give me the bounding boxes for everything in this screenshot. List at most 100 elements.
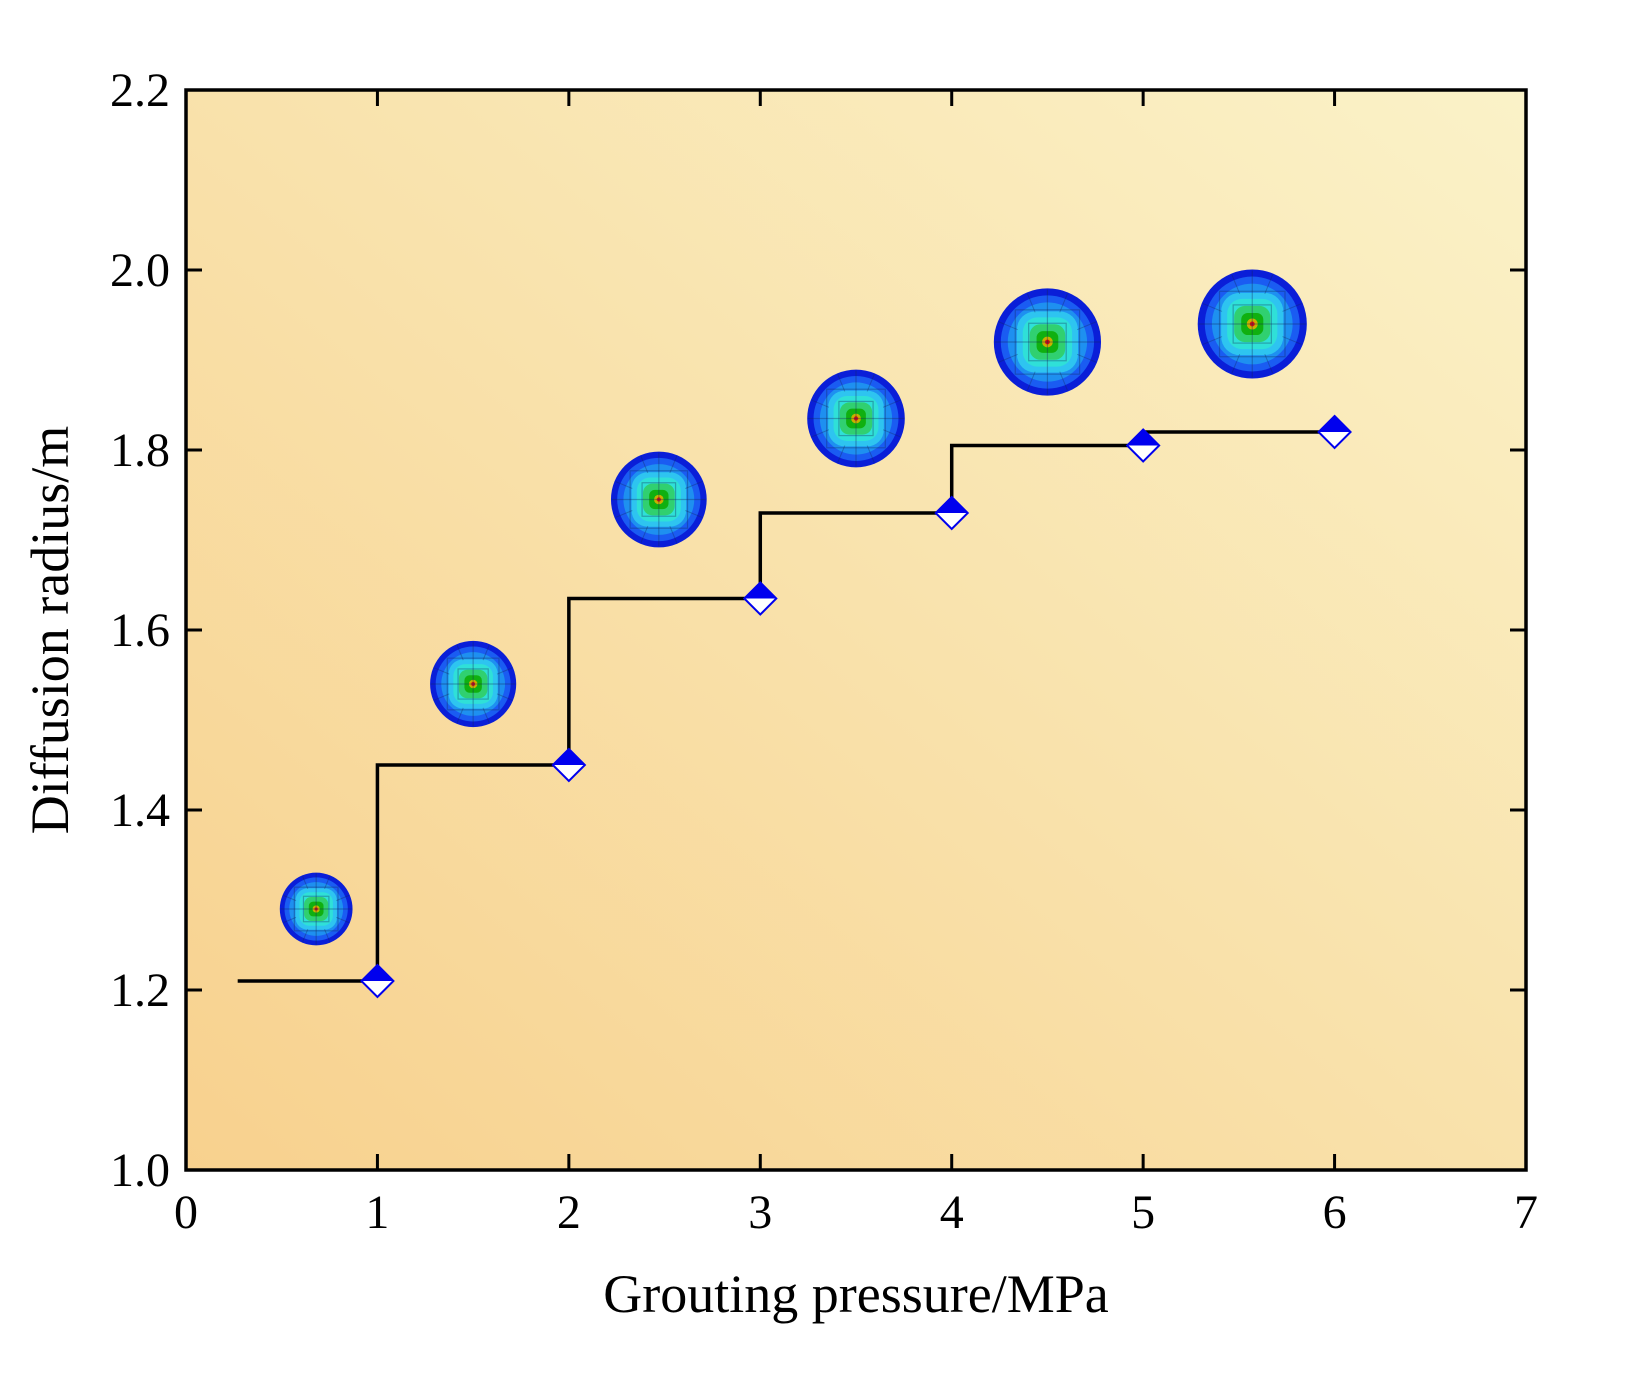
mesh-line bbox=[998, 321, 1018, 331]
data-markers bbox=[360, 414, 1352, 999]
x-tick-label: 6 bbox=[1323, 1186, 1347, 1239]
mesh-line bbox=[615, 510, 633, 518]
mesh-line bbox=[837, 374, 846, 392]
mesh-line bbox=[866, 374, 875, 392]
x-tick-label: 3 bbox=[748, 1186, 772, 1239]
contour-inset bbox=[1197, 269, 1307, 379]
mesh-line bbox=[882, 429, 901, 438]
plot-area bbox=[186, 90, 1526, 1170]
x-tick-label: 1 bbox=[365, 1186, 389, 1239]
mesh-line bbox=[482, 707, 490, 724]
contour-inset bbox=[279, 872, 353, 946]
axis-ticks bbox=[184, 88, 1528, 1172]
marker-upper-half bbox=[1127, 429, 1160, 446]
mesh-line bbox=[324, 875, 331, 890]
marker-upper-half bbox=[935, 497, 968, 513]
marker-lower-half bbox=[1127, 445, 1160, 462]
mesh-line bbox=[685, 481, 703, 489]
mesh-line bbox=[336, 894, 350, 902]
marker-lower-half bbox=[935, 513, 968, 529]
mesh-line bbox=[640, 525, 649, 544]
data-point-marker bbox=[360, 963, 395, 999]
contour-ring bbox=[1045, 339, 1050, 345]
contour-inset bbox=[610, 451, 707, 548]
mesh-line bbox=[456, 644, 464, 661]
marker-upper-half bbox=[552, 749, 585, 765]
x-tick-labels: 0 1 2 3 4 5 6 7 bbox=[174, 1186, 1538, 1239]
data-point-marker bbox=[742, 581, 778, 616]
mesh-line bbox=[615, 481, 633, 489]
y-tick-label: 1.2 bbox=[110, 964, 170, 1017]
x-tick-label: 0 bbox=[174, 1186, 198, 1239]
mesh-line bbox=[1202, 336, 1223, 345]
mesh-line bbox=[1026, 293, 1036, 313]
y-tick-label: 1.4 bbox=[110, 784, 170, 837]
mesh-line bbox=[1231, 354, 1241, 374]
y-tick-label: 1.0 bbox=[110, 1144, 170, 1197]
y-axis-title: Diffusion radius/m bbox=[20, 426, 80, 834]
data-point-marker bbox=[551, 747, 587, 783]
data-point-marker bbox=[934, 495, 970, 531]
mesh-line bbox=[1264, 354, 1274, 374]
mesh-line bbox=[669, 525, 678, 544]
mesh-line bbox=[866, 445, 875, 463]
contour-ring bbox=[853, 416, 859, 421]
mesh-line bbox=[1014, 309, 1081, 375]
mesh-line bbox=[1264, 274, 1274, 294]
mesh-line bbox=[446, 657, 500, 711]
marker-upper-half bbox=[361, 965, 394, 981]
mesh-line bbox=[302, 895, 330, 923]
y-tick-label: 2.0 bbox=[110, 244, 170, 297]
mesh-line bbox=[640, 455, 649, 474]
y-tick-labels: 1.0 1.2 1.4 1.6 1.8 2.0 2.2 bbox=[110, 64, 170, 1197]
mesh-line bbox=[1218, 290, 1286, 358]
mesh-line bbox=[998, 353, 1018, 363]
x-axis-title: Grouting pressure/MPa bbox=[603, 1264, 1108, 1324]
mesh-line bbox=[685, 510, 703, 518]
marker-upper-half bbox=[744, 582, 777, 599]
mesh-line bbox=[302, 928, 309, 943]
mesh-line bbox=[826, 388, 886, 449]
y-tick-label: 1.8 bbox=[110, 424, 170, 477]
mesh-line bbox=[882, 399, 901, 408]
contour-ring bbox=[656, 497, 661, 502]
mesh-line bbox=[283, 894, 297, 902]
marker-lower-half bbox=[552, 765, 585, 781]
data-point-marker bbox=[1125, 428, 1161, 463]
mesh-line bbox=[1232, 304, 1272, 344]
mesh-line bbox=[838, 400, 874, 437]
mesh-line bbox=[1059, 293, 1068, 313]
contour-ring bbox=[1249, 321, 1255, 327]
marker-outline bbox=[934, 495, 970, 531]
mesh-line bbox=[1282, 303, 1302, 312]
x-tick-label: 5 bbox=[1131, 1186, 1155, 1239]
y-tick-label: 2.2 bbox=[110, 64, 170, 117]
mesh-line bbox=[1028, 322, 1067, 362]
contour-ring bbox=[314, 907, 318, 911]
mesh-line bbox=[669, 455, 678, 474]
contour-ring bbox=[471, 682, 476, 686]
marker-lower-half bbox=[1318, 432, 1351, 448]
mesh-line bbox=[1059, 371, 1068, 391]
marker-outline bbox=[1125, 428, 1161, 463]
contour-inset bbox=[430, 640, 517, 728]
marker-lower-half bbox=[744, 598, 777, 615]
x-tick-label: 2 bbox=[557, 1186, 581, 1239]
mesh-line bbox=[1076, 321, 1097, 331]
y-tick-label: 1.6 bbox=[110, 604, 170, 657]
mesh-line bbox=[1282, 336, 1302, 345]
mesh-line bbox=[302, 875, 309, 890]
mesh-line bbox=[1231, 274, 1241, 294]
marker-upper-half bbox=[1318, 416, 1351, 432]
mesh-line bbox=[837, 445, 846, 463]
mesh-line bbox=[1076, 353, 1097, 363]
mesh-line bbox=[324, 928, 331, 943]
marker-outline bbox=[360, 963, 395, 999]
mesh-line bbox=[811, 429, 830, 438]
mesh-line bbox=[433, 693, 450, 701]
mesh-line bbox=[433, 667, 450, 675]
contour-insets bbox=[279, 269, 1307, 946]
mesh-line bbox=[283, 916, 297, 924]
mesh-line bbox=[457, 668, 489, 700]
